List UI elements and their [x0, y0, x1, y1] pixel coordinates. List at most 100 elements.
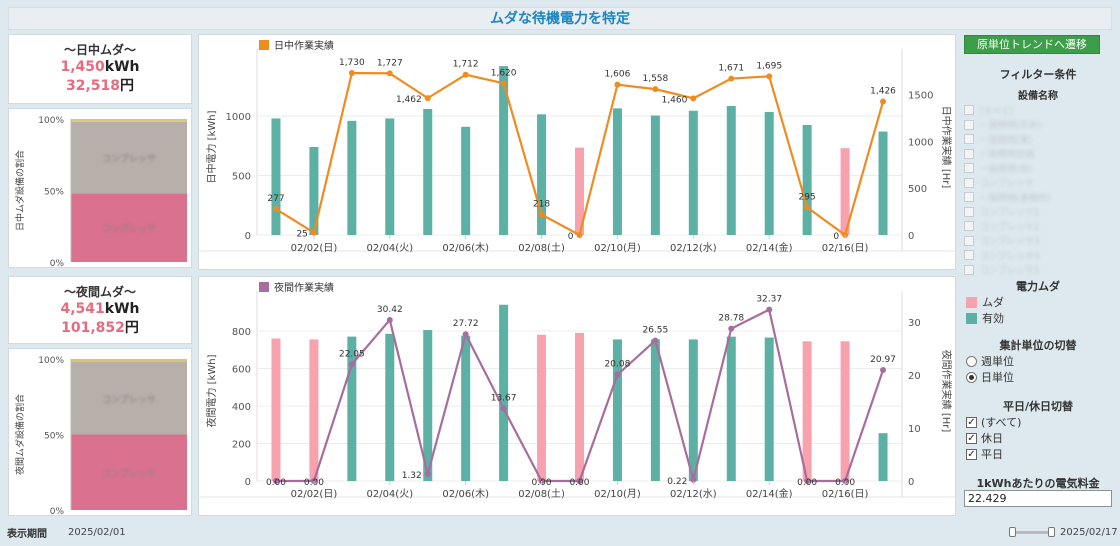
day-chart-line-point [576, 232, 583, 238]
period-slider-start-handle[interactable] [1009, 527, 1016, 537]
radio-day[interactable]: 日単位 [966, 369, 1014, 385]
night-chart-xtick-label: 02/10(月) [594, 488, 641, 500]
page-title-bar: ムダな待機電力を特定 [8, 7, 1112, 30]
night-chart-y2label: 夜間作業実績 [Hr] [940, 350, 953, 433]
price-input[interactable] [964, 490, 1112, 507]
check-weekday-box[interactable]: ✓ [966, 448, 977, 460]
night-chart-bar [461, 335, 471, 481]
day-chart-line-point [386, 70, 393, 77]
day-chart-xtick-label: 02/08(土) [518, 241, 565, 254]
radio-week[interactable]: 週単位 [966, 353, 1014, 369]
unit-switch-title: 集計単位の切替 [999, 339, 1077, 352]
legend-waste: ムダ [966, 294, 1004, 310]
equipment-item-label: コンプレッサ [980, 179, 1034, 189]
legend-waste-swatch [966, 296, 977, 308]
day-chart-line-point [538, 211, 545, 218]
equipment-item-checkbox[interactable] [964, 177, 974, 188]
equipment-item-checkbox[interactable] [964, 192, 974, 202]
night-chart-bar [726, 336, 736, 481]
period-slider-track[interactable] [1012, 531, 1054, 534]
radio-day-indicator[interactable] [966, 371, 977, 383]
night-chart-line-label: 28.78 [718, 314, 744, 324]
night-chart-line-point [272, 478, 279, 484]
equipment-item-checkbox[interactable] [964, 163, 974, 173]
night-chart-bar [309, 339, 319, 481]
equipment-item-checkbox[interactable] [964, 105, 974, 115]
check-all[interactable]: ✓ (すべて) [966, 416, 1022, 429]
equipment-item-checkbox[interactable] [964, 235, 974, 246]
day-chart-line-label: 0 [833, 232, 839, 242]
day-chart-line-point [462, 71, 469, 78]
night-chart-line-label: 32.37 [756, 295, 782, 305]
day-ratio-ylabel: 日中ムダ設備の割合 [14, 150, 26, 231]
equipment-item[interactable]: 一般照明(中央) [964, 119, 1041, 131]
day-chart-y2tick-label: 500 [908, 184, 927, 195]
day-chart-bar [650, 115, 660, 235]
equipment-item[interactable]: コンプレッサ5 [964, 264, 1039, 276]
day-yen-value: 32,518円 [65, 78, 135, 94]
day-chart-bar [878, 131, 888, 235]
equipment-item-checkbox[interactable] [964, 221, 974, 231]
night-ratio-segment-label: コンプレッサ [102, 394, 156, 405]
equipment-item-label: コンプレッサ3 [980, 237, 1040, 247]
night-chart-bar [499, 304, 509, 481]
equipment-item[interactable]: コンプレッサ3 [964, 235, 1039, 247]
night-chart-legend-swatch [259, 282, 269, 292]
day-ratio-tick-label: 50% [44, 188, 64, 198]
day-chart-xtick-label: 02/10(月) [594, 242, 641, 254]
equipment-item[interactable]: 一般照明空調 [964, 148, 1034, 160]
equipment-item[interactable]: コンプレッサ1 [964, 206, 1039, 218]
day-summary-title: ～日中ムダ～ [63, 43, 136, 57]
equipment-item[interactable]: 一般照明(事務所) [964, 191, 1050, 204]
equipment-item-checkbox[interactable] [964, 206, 974, 217]
night-chart-ytick-label: 800 [232, 327, 251, 338]
period-label: 表示期間 [7, 529, 47, 540]
check-all-box[interactable]: ✓ [966, 416, 977, 428]
day-chart-y2tick-label: 1500 [908, 91, 933, 102]
equipment-item[interactable]: (すべて) [964, 104, 1013, 117]
day-chart-bar [499, 66, 509, 235]
equipment-item-checkbox[interactable] [964, 134, 974, 144]
equipment-item-checkbox[interactable] [964, 119, 974, 130]
equipment-item-checkbox[interactable] [964, 250, 974, 260]
radio-week-indicator[interactable] [966, 355, 977, 367]
night-chart-line-label: 20.08 [605, 360, 631, 370]
day-chart-line-label: 1,426 [870, 87, 896, 97]
day-chart-line-point [804, 204, 811, 211]
day-ratio-segment [71, 119, 187, 121]
day-chart-bar [612, 108, 622, 235]
night-chart-ytick-label: 600 [232, 365, 251, 376]
equipment-item-checkbox[interactable] [964, 148, 974, 159]
day-chart-line-point [500, 80, 507, 87]
equipment-item-checkbox[interactable] [964, 264, 974, 275]
night-chart-xtick-label: 02/12(水) [670, 488, 717, 500]
night-kwh-value: 4,541kWh [60, 301, 140, 317]
check-holiday[interactable]: ✓ 休日 [966, 432, 1003, 445]
day-chart-bar [537, 114, 547, 235]
check-weekday[interactable]: ✓ 平日 [966, 448, 1003, 461]
day-chart-ytick-label: 500 [232, 172, 251, 183]
day-ratio-segment [71, 121, 187, 194]
equipment-item[interactable]: 一般照明(東) [964, 133, 1032, 146]
night-chart-bar [385, 333, 395, 481]
day-chart-xtick-label: 02/14(金) [746, 241, 793, 254]
equipment-item[interactable]: コンプレッサ [964, 177, 1034, 189]
night-chart-bar [423, 330, 433, 481]
day-chart-bar [688, 110, 698, 235]
day-chart-panel: 0 500 1000 0 500 1000 1500 日中電力 [kWh] 日中作業実績 [Hr… [198, 34, 957, 270]
period-slider-end-handle[interactable] [1048, 527, 1055, 537]
day-chart-line-label: 1,712 [453, 60, 479, 70]
night-chart-bar [764, 337, 774, 481]
check-holiday-box[interactable]: ✓ [966, 432, 977, 444]
night-ratio-segment-label: コンプレッサ [102, 468, 156, 479]
day-chart-y2tick-label: 0 [908, 231, 914, 242]
day-chart-line-point [272, 206, 279, 213]
equipment-item[interactable]: コンプレッサ4 [964, 249, 1039, 262]
day-chart: 0 500 1000 0 500 1000 1500 日中電力 [kWh] 日中作業実績 [Hr… [199, 39, 957, 254]
equipment-item[interactable]: 一般照明(西) [964, 162, 1032, 175]
night-chart-xtick-label: 02/14(金) [746, 487, 793, 500]
equipment-item[interactable]: コンプレッサ2 [964, 220, 1039, 233]
trend-button[interactable]: 原単位トレンドへ遷移 [964, 35, 1100, 54]
equipment-item-label: 一般照明(中央) [980, 121, 1042, 131]
night-ratio-segment [71, 362, 187, 435]
